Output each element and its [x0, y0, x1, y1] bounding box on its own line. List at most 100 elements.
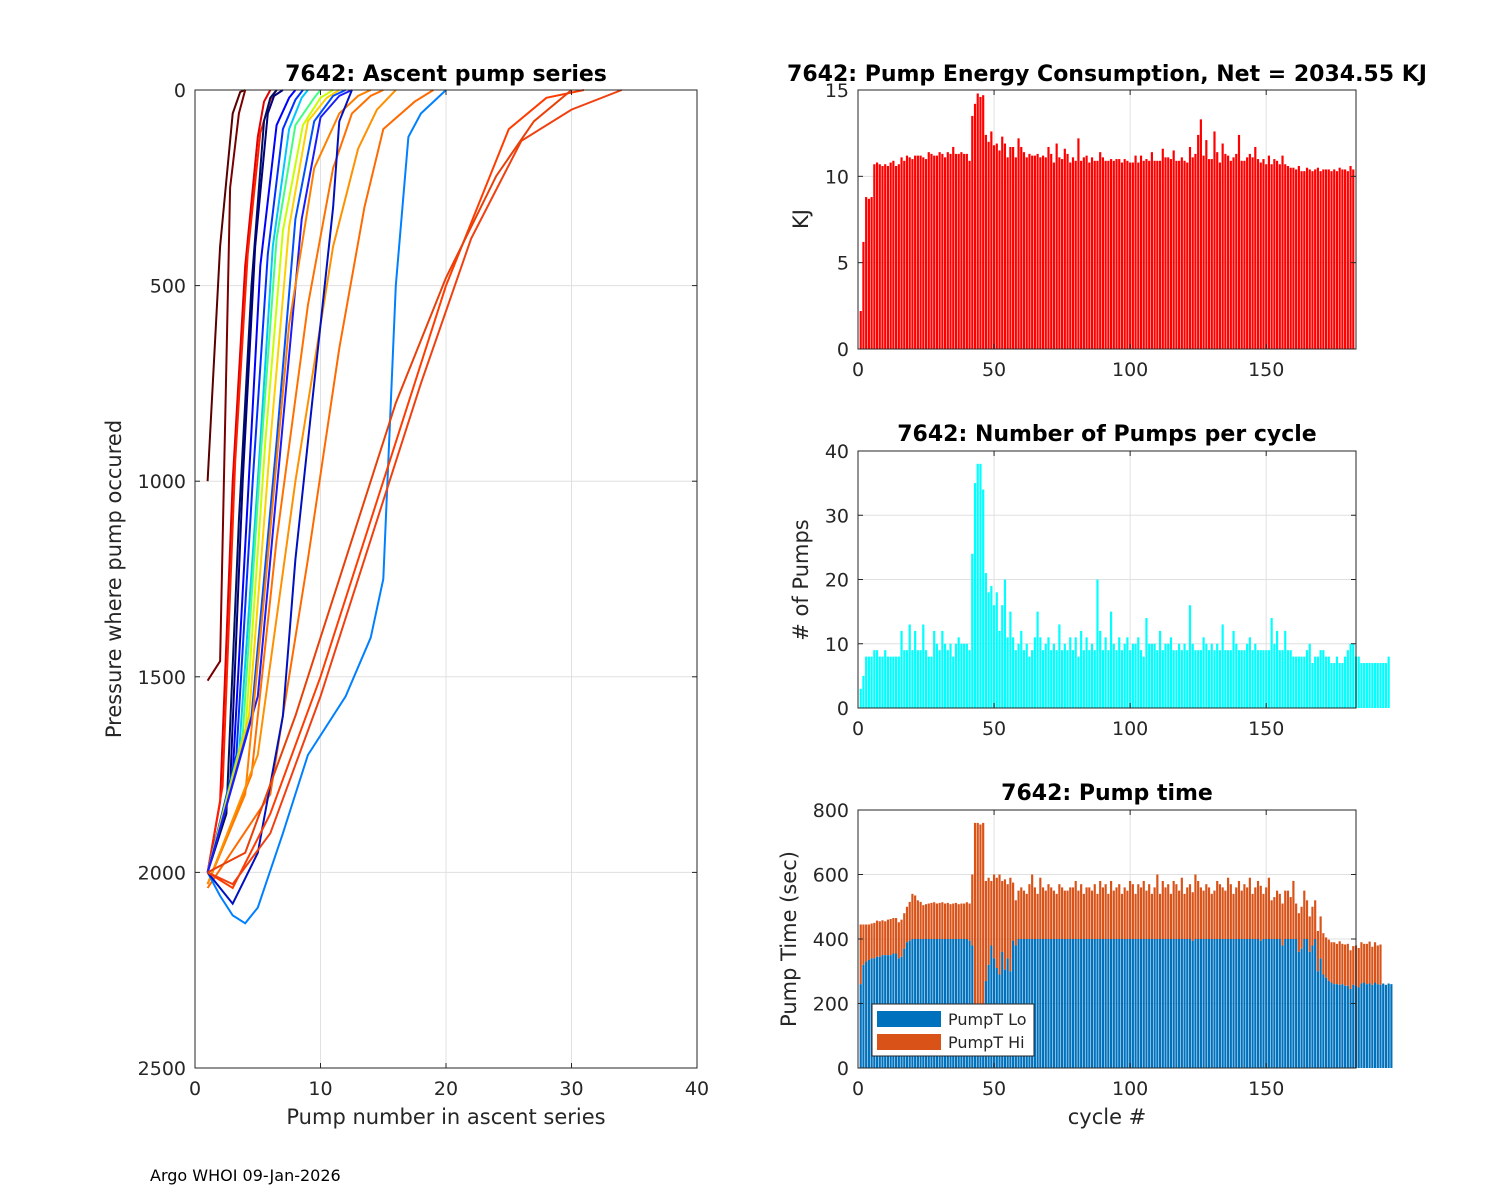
bar	[1025, 643, 1028, 708]
bar-hi	[867, 924, 870, 960]
bar	[1273, 643, 1276, 708]
bar-hi	[1295, 903, 1298, 939]
bar-lo	[1235, 939, 1238, 1068]
bar-lo	[1109, 939, 1113, 1068]
series-line-orange-1	[206, 89, 372, 885]
bar	[1142, 160, 1145, 349]
bar-hi	[1197, 880, 1200, 939]
bar-hi	[992, 874, 996, 959]
bar	[1218, 162, 1222, 349]
bar-lo	[1052, 939, 1056, 1068]
bar-hi	[1191, 892, 1194, 941]
bar-lo	[1050, 939, 1053, 1068]
bar-hi	[1344, 944, 1347, 986]
ascent-x-label: Pump number in ascent series	[286, 1105, 605, 1129]
bar-hi	[1265, 887, 1268, 939]
bar-hi	[1061, 887, 1064, 939]
bar	[1107, 160, 1110, 349]
bar	[1126, 160, 1129, 349]
bar-hi	[1033, 887, 1036, 939]
bar	[881, 656, 884, 708]
bar	[1186, 162, 1189, 349]
bar-hi	[1036, 893, 1039, 939]
bar	[905, 650, 909, 708]
y-tick-label: 10	[825, 166, 849, 188]
bar	[1300, 171, 1303, 349]
bar-lo	[1376, 984, 1379, 1068]
bar-hi	[905, 906, 909, 943]
bar-hi	[1373, 942, 1377, 983]
bar-lo	[1251, 939, 1254, 1068]
bar-hi	[1109, 880, 1113, 939]
bar	[990, 585, 993, 708]
bar-lo	[1382, 983, 1385, 1068]
bar	[1066, 650, 1069, 708]
series-line-early-2	[206, 89, 247, 682]
bar	[1305, 650, 1309, 708]
bar-hi	[1180, 877, 1183, 939]
bar	[916, 650, 919, 708]
bar-hi	[1248, 877, 1251, 939]
bar-hi	[1080, 884, 1083, 939]
bar	[1031, 155, 1034, 349]
bar-lo	[1061, 939, 1064, 1068]
bar	[1297, 656, 1300, 708]
bar-lo	[1360, 983, 1363, 1068]
bar-hi	[1360, 942, 1363, 984]
bar	[1243, 650, 1246, 708]
bar	[1316, 656, 1319, 708]
bar	[933, 155, 936, 349]
bar	[1061, 159, 1064, 349]
bar-lo	[1041, 939, 1045, 1068]
bar	[1041, 650, 1045, 708]
bar-hi	[1161, 880, 1164, 939]
bar	[1256, 650, 1260, 708]
bar-hi	[1101, 887, 1105, 939]
bar	[1227, 155, 1230, 349]
pumptime-chart-title: 7642: Pump time	[1001, 781, 1213, 806]
bar	[957, 637, 960, 708]
bar-hi	[897, 922, 900, 959]
bar-hi	[1052, 890, 1056, 939]
bar-hi	[881, 920, 884, 956]
bar	[922, 157, 925, 349]
bar-lo	[1074, 939, 1077, 1068]
bar-lo	[1275, 939, 1279, 1068]
bar	[1235, 153, 1238, 349]
bar-hi	[900, 919, 903, 957]
bar	[1039, 157, 1042, 349]
bar	[865, 197, 868, 349]
bar-hi	[859, 924, 862, 985]
ascent-lines	[206, 89, 623, 925]
bar	[1207, 650, 1211, 708]
bar-hi	[1172, 880, 1175, 939]
bar-lo	[1123, 939, 1126, 1068]
bar	[922, 624, 925, 708]
bar-hi	[1319, 916, 1322, 959]
bar	[1137, 162, 1140, 349]
bar	[954, 643, 958, 708]
bar-hi	[1090, 890, 1094, 939]
bar-hi	[1289, 897, 1292, 939]
bar-lo	[1191, 940, 1194, 1068]
bar-hi	[1300, 906, 1303, 949]
bar	[1129, 162, 1132, 349]
bar	[1033, 155, 1036, 349]
bar	[862, 675, 865, 708]
bar-lo	[1210, 939, 1213, 1068]
bar-hi	[889, 919, 892, 956]
bar-lo	[1101, 939, 1105, 1068]
bar	[1281, 650, 1284, 708]
y-tick-label: 2500	[138, 1058, 186, 1080]
bar	[1123, 643, 1126, 708]
ascent-pump-series-panel: 7642: Ascent pump series 0 10 20 30 40 0 500 10…	[102, 62, 709, 1129]
bar	[1167, 157, 1170, 349]
bar	[998, 150, 1001, 349]
bar	[1006, 157, 1009, 349]
bar	[900, 630, 903, 708]
bar-lo	[1047, 939, 1050, 1068]
bar	[859, 311, 862, 349]
bar	[976, 463, 979, 708]
bar-lo	[1349, 988, 1352, 1068]
legend-swatch-lo	[877, 1011, 941, 1027]
